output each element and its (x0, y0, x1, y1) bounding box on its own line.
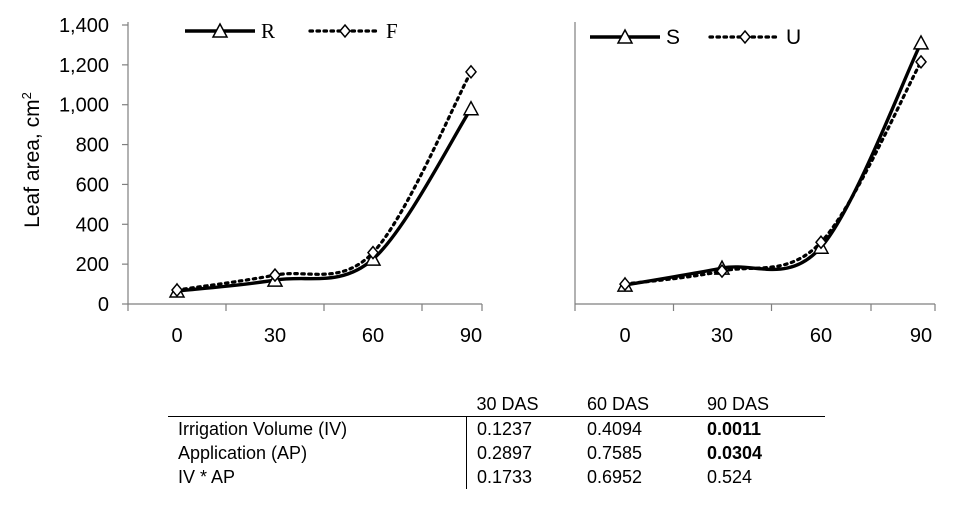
p-value-table: 30 DAS 60 DAS 90 DAS Irrigation Volume (… (168, 392, 825, 489)
table-cell: 0.0011 (707, 419, 762, 439)
x-tick-label: 0 (619, 325, 630, 347)
y-axis-label-text: Leaf area, cm (21, 99, 44, 227)
y-tick-label: 800 (76, 135, 109, 157)
x-tick-label: 90 (460, 325, 482, 347)
legend-label-F: F (386, 19, 398, 43)
table-header-cell: 60 DAS (577, 392, 697, 417)
right-chart: 0 30 60 90 S U (574, 22, 936, 347)
table-header-cell: 30 DAS (466, 392, 577, 417)
table-row-label: IV * AP (178, 467, 236, 487)
table-header-row: 30 DAS 60 DAS 90 DAS (168, 392, 825, 417)
data-point-U (716, 263, 728, 279)
table-cell: 0.7585 (587, 443, 643, 463)
table-cell: 0.2897 (466, 441, 577, 465)
table-row: Irrigation Volume (IV) 0.1237 0.4094 0.0… (168, 416, 825, 441)
data-point-F (171, 282, 183, 298)
data-point-F (367, 245, 379, 260)
y-tick-label: 1,000 (59, 95, 109, 117)
table-cell: 0.1237 (466, 416, 577, 441)
left-chart: 0 30 60 90 0 200 400 600 800 1,000 1,200 1,400 R F (59, 15, 483, 347)
data-point-F (269, 267, 281, 283)
table-cell: 0.1733 (466, 465, 577, 489)
x-tick-label: 60 (362, 325, 384, 347)
legend-marker-S (616, 28, 634, 44)
table-cell: 0.4094 (587, 419, 643, 439)
data-point-U (619, 276, 631, 292)
legend-label-S: S (666, 26, 680, 49)
y-tick-label: 200 (76, 254, 109, 276)
table-cell: 0.524 (707, 467, 753, 487)
data-point-U (815, 235, 827, 250)
legend-marker-F (339, 23, 351, 39)
data-point-S (912, 34, 930, 50)
table-row: Application (AP) 0.2897 0.7585 0.0304 (168, 441, 825, 465)
y-tick-label: 0 (98, 294, 109, 316)
table-header-cell: 90 DAS (697, 392, 825, 417)
x-tick-label: 0 (171, 325, 182, 347)
y-tick-label: 1,200 (59, 55, 109, 77)
table-header-cell (168, 392, 467, 417)
x-tick-label: 60 (810, 325, 832, 347)
table-row-label: Application (AP) (178, 443, 308, 463)
table-row: IV * AP 0.1733 0.6952 0.524 (168, 465, 825, 489)
table-row-label: Irrigation Volume (IV) (178, 419, 348, 439)
legend-label-R: R (261, 19, 275, 43)
y-tick-label: 600 (76, 174, 109, 196)
legend-marker-U (739, 29, 751, 45)
data-point-F (465, 64, 477, 80)
table-cell: 0.6952 (587, 467, 643, 487)
table-cell: 0.0304 (707, 443, 763, 463)
x-tick-label: 30 (264, 325, 286, 347)
data-point-U (915, 54, 927, 70)
y-axis-label: Leaf area, cm2 (19, 92, 44, 228)
y-axis-label-superscript: 2 (19, 92, 34, 99)
x-tick-label: 90 (910, 325, 932, 347)
series-line-U (623, 60, 923, 286)
series-line-F (175, 70, 473, 292)
data-point-R (462, 100, 480, 116)
series-line-R (176, 107, 473, 293)
y-tick-label: 400 (76, 214, 109, 236)
legend-marker-R (211, 22, 229, 38)
series-line-S (624, 42, 923, 287)
y-tick-label: 1,400 (59, 15, 109, 37)
x-tick-label: 30 (711, 325, 733, 347)
legend-label-U: U (786, 26, 801, 49)
